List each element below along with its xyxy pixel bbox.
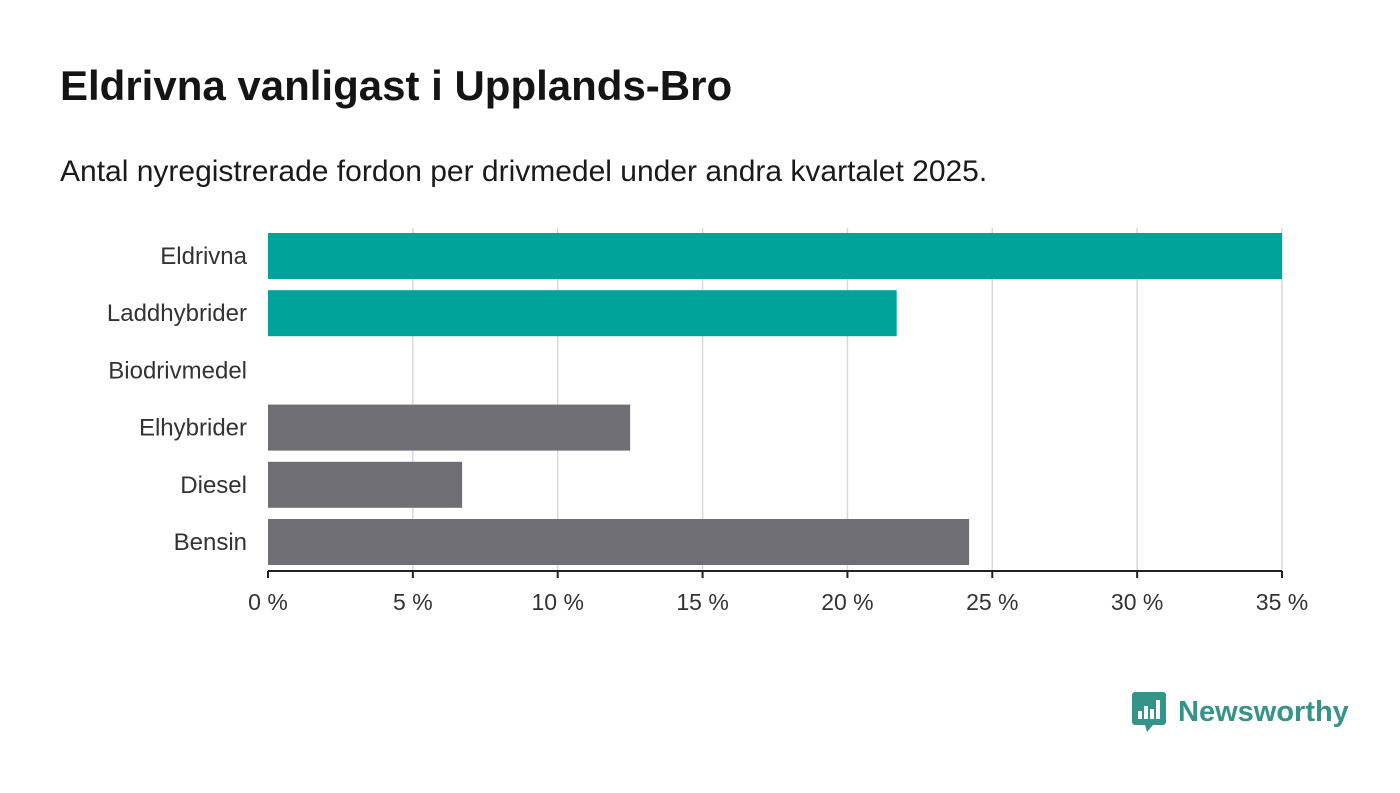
x-tick-label: 25 %: [966, 589, 1018, 615]
x-tick-label: 15 %: [676, 589, 728, 615]
bars: [268, 233, 1282, 565]
chart-title: Eldrivna vanligast i Upplands-Bro: [60, 62, 733, 109]
category-label: Diesel: [180, 472, 247, 499]
x-tick-label: 5 %: [393, 589, 433, 615]
chart-subtitle: Antal nyregistrerade fordon per drivmede…: [60, 155, 988, 188]
category-label: Biodrivmedel: [108, 357, 247, 384]
category-label: Laddhybrider: [107, 300, 247, 327]
bar-laddhybrider: [268, 290, 897, 337]
category-label: Eldrivna: [160, 243, 247, 270]
x-tick-label: 30 %: [1111, 589, 1163, 615]
x-tick-label: 10 %: [531, 589, 583, 615]
x-tick-label: 20 %: [821, 589, 873, 615]
newsworthy-logo-icon: [1132, 692, 1166, 732]
bar-bensin: [268, 519, 970, 565]
brand-name: Newsworthy: [1178, 695, 1349, 728]
category-labels: Eldrivna Laddhybrider Biodrivmedel Elhybrid…: [107, 243, 248, 556]
bar-elhybrider: [268, 404, 631, 451]
x-tick-label: 0 %: [248, 589, 288, 615]
gridlines: [412, 228, 1283, 571]
category-label: Bensin: [174, 529, 247, 556]
x-tick-label: 35 %: [1256, 589, 1308, 615]
brand-logo: Newsworthy: [1132, 692, 1349, 732]
category-label: Elhybrider: [139, 415, 247, 442]
bar-eldrivna: [268, 233, 1282, 279]
x-axis: 0 % 5 % 10 % 15 % 20 % 25 % 30 % 35 %: [248, 570, 1308, 615]
bar-diesel: [268, 461, 463, 508]
